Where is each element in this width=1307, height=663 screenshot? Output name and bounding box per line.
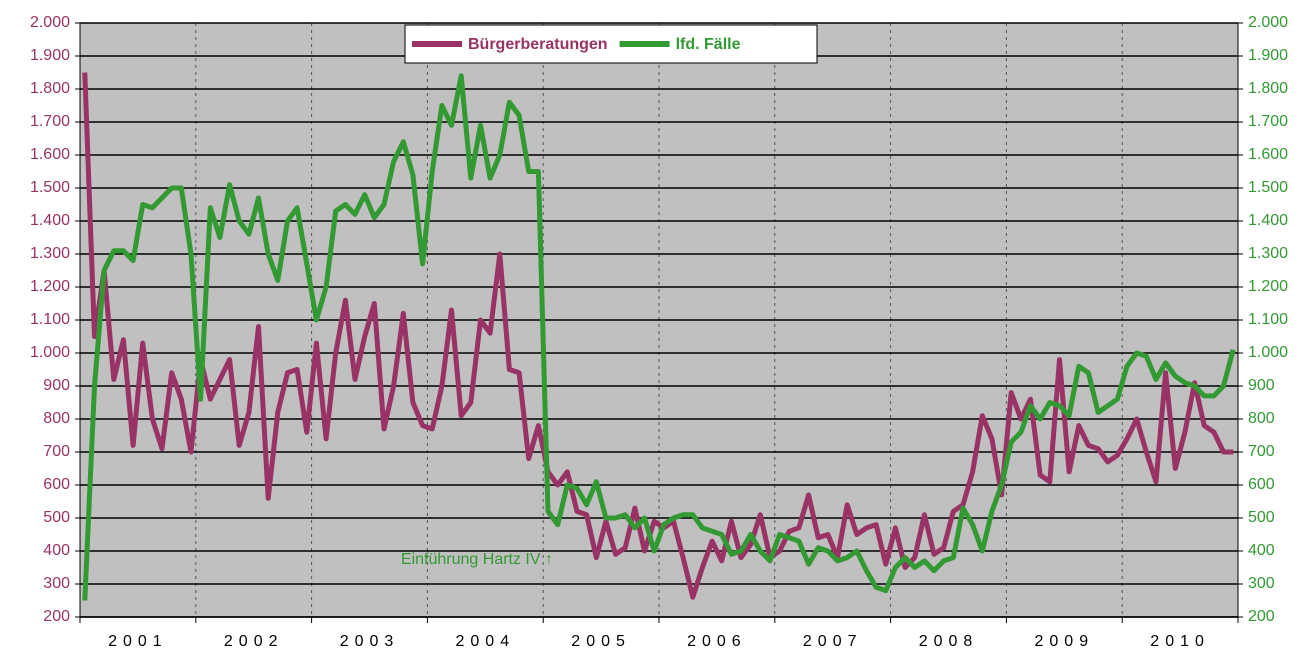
legend: Bürgerberatungen lfd. Fälle [404,24,818,64]
series-line [82,72,1234,600]
y-tick-label: 800 [43,410,70,427]
y2-tick-label: 1.200 [1248,278,1288,295]
y-tick-label: 1.500 [30,179,70,196]
y-tick-label: 1.800 [30,80,70,97]
y-tick-label: 1.900 [30,47,70,64]
y-tick-label: 1.200 [30,278,70,295]
y2-tick-label: 1.500 [1248,179,1288,196]
y2-tick-label: 200 [1248,608,1275,625]
y2-tick-label: 700 [1248,443,1275,460]
legend-label: lfd. Fälle [676,36,741,53]
y-tick-label: 300 [43,575,70,592]
y2-tick-label: 600 [1248,476,1275,493]
x-tick-label: 2006 [687,633,747,650]
y2-tick-label: 1.600 [1248,146,1288,163]
x-tick-label: 2002 [224,633,284,650]
x-tick-label: 2008 [919,633,979,650]
y2-tick-label: 900 [1248,377,1275,394]
y-tick-label: 1.100 [30,311,70,328]
y2-tick-label: 1.800 [1248,80,1288,97]
x-tick-label: 2005 [571,633,631,650]
y-tick-label: 1.700 [30,113,70,130]
y2-tick-label: 300 [1248,575,1275,592]
x-tick-label: 2004 [456,633,516,650]
y2-tick-label: 1.700 [1248,113,1288,130]
y-tick-label: 600 [43,476,70,493]
legend-label: Bürgerberatungen [468,36,608,53]
y-tick-label: 2.000 [30,14,70,31]
x-tick-label: 2007 [803,633,863,650]
y-tick-label: 900 [43,377,70,394]
y2-tick-label: 400 [1248,542,1275,559]
y2-tick-label: 1.100 [1248,311,1288,328]
annotation: Einführung Hartz IV ↑ [401,551,553,568]
y-tick-label: 500 [43,509,70,526]
x-tick-label: 2001 [108,633,168,650]
y2-tick-label: 2.000 [1248,14,1288,31]
y2-tick-label: 1.900 [1248,47,1288,64]
y-tick-label: 200 [43,608,70,625]
x-tick-label: 2003 [340,633,400,650]
y-tick-label: 1.600 [30,146,70,163]
y-tick-label: 1.300 [30,245,70,262]
y2-tick-label: 1.000 [1248,344,1288,361]
y2-tick-label: 1.400 [1248,212,1288,229]
series-line [82,73,1236,601]
x-tick-label: 2010 [1150,633,1210,650]
x-tick-label: 2009 [1035,633,1095,650]
y2-tick-label: 800 [1248,410,1275,427]
y2-tick-label: 500 [1248,509,1275,526]
y-tick-label: 1.400 [30,212,70,229]
y-tick-label: 400 [43,542,70,559]
legend-box [404,24,818,64]
y-tick-label: 1.000 [30,344,70,361]
y2-tick-label: 1.300 [1248,245,1288,262]
y-tick-label: 700 [43,443,70,460]
